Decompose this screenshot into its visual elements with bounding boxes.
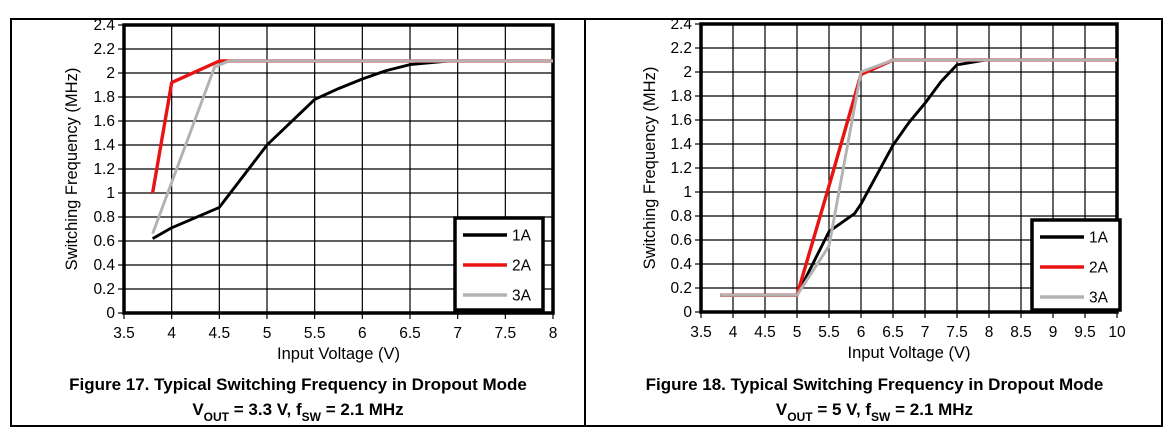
plot-border: [699, 22, 1119, 314]
x-tick-label: 5: [263, 325, 272, 342]
x-tick-label: 6.5: [399, 325, 421, 342]
x-tick-label: 8: [549, 325, 558, 342]
y-axis-label: Switching Frequency (MHz): [63, 68, 81, 271]
figure-frame: 3.5 4 4.5 5 5.5 6 6.5 7 7.5 8 0 0.2 0.4 0.6 0.8 1 1.2 1.4…: [10, 18, 1163, 427]
x-tick-label: 7: [453, 325, 462, 342]
chart-figure-17: 3.5 4 4.5 5 5.5 6 6.5 7 7.5 8 0 0.2 0.4 0.6 0.8 1 1.2 1.4…: [63, 20, 558, 363]
figure-17-conditions: VOUT = 3.3 V, fSW = 2.1 MHz: [192, 400, 404, 425]
y-tick-label: 1.8: [93, 89, 115, 106]
y-tick-label: 0.6: [670, 232, 692, 249]
figure-17-cell: 3.5 4 4.5 5 5.5 6 6.5 7 7.5 8 0 0.2 0.4 0.6 0.8 1 1.2 1.4…: [12, 20, 584, 425]
legend-label-1A: 1A: [512, 228, 532, 245]
figure-18-title: Figure 18. Typical Switching Frequency i…: [645, 375, 1104, 394]
legend-label-3A: 3A: [1089, 290, 1109, 307]
x-tick-label: 6: [358, 325, 367, 342]
y-tick-label: 1.6: [93, 113, 115, 130]
x-tick-label: 3.5: [113, 325, 135, 342]
y-axis-label: Switching Frequency (MHz): [641, 67, 659, 270]
x-tick-label: 4.5: [209, 325, 231, 342]
figure-18-cell: 3.5 4 4.5 5 5.5 6 6.5 7 7.5 8 8.5 9 9.5 10 0 0.2 0.4 0.6 0…: [584, 20, 1163, 425]
series-2A-line: [150, 59, 553, 194]
y-tick-label: 1.6: [670, 112, 692, 129]
x-tick-label: 8.5: [1010, 324, 1032, 341]
x-axis-label: Input Voltage (V): [277, 345, 400, 363]
legend-label-1A: 1A: [1089, 230, 1109, 247]
x-tick-label: 5.5: [304, 325, 326, 342]
x-tick-label: 5: [793, 324, 802, 341]
y-tick-label: 0: [683, 304, 692, 321]
series-1A-line: [151, 59, 553, 240]
figure-17-title: Figure 17. Typical Switching Frequency i…: [69, 375, 527, 394]
y-tick-label: 0.8: [670, 208, 692, 225]
plot-border: [122, 23, 555, 315]
x-tick-label: 10: [1108, 324, 1126, 341]
figure-17-caption: Figure 17. Typical Switching Frequency i…: [12, 372, 584, 428]
y-tick-label: 0.2: [93, 281, 115, 298]
y-tick-label: 0.4: [93, 257, 115, 274]
y-tick-label: 2: [683, 64, 692, 81]
series-3A-line: [151, 59, 553, 235]
figure-18-caption: Figure 18. Typical Switching Frequency i…: [586, 372, 1163, 428]
x-tick-label: 4.5: [754, 324, 776, 341]
x-axis-label: Input Voltage (V): [848, 344, 971, 362]
y-tick-label: 2.2: [670, 40, 692, 57]
figure-18-conditions: VOUT = 5 V, fSW = 2.1 MHz: [775, 400, 974, 425]
x-tick-label: 3.5: [690, 324, 712, 341]
y-tick-label: 1.4: [670, 136, 692, 153]
x-tick-label: 7: [921, 324, 930, 341]
x-tick-label: 4: [167, 325, 176, 342]
x-tick-label: 9.5: [1074, 324, 1096, 341]
y-tick-label: 2: [106, 65, 115, 82]
x-tick-label: 7.5: [495, 325, 517, 342]
legend-label-2A: 2A: [512, 258, 532, 275]
x-tick-label: 7.5: [946, 324, 968, 341]
legend-label-3A: 3A: [512, 288, 532, 305]
legend-label-2A: 2A: [1089, 260, 1109, 277]
y-tick-label: 2.4: [670, 20, 692, 33]
y-tick-label: 0.8: [93, 209, 115, 226]
series-3A-line: [720, 58, 1117, 297]
x-tick-label: 9: [1049, 324, 1058, 341]
y-tick-label: 1.8: [670, 88, 692, 105]
y-tick-label: 1: [106, 185, 115, 202]
x-tick-label: 5.5: [818, 324, 840, 341]
legend-box: [1030, 218, 1122, 312]
y-tick-label: 1.2: [93, 161, 115, 178]
series-1A-line: [720, 58, 1117, 297]
x-tick-label: 6: [857, 324, 866, 341]
chart-figure-18: 3.5 4 4.5 5 5.5 6 6.5 7 7.5 8 8.5 9 9.5 10 0 0.2 0.4 0.6 0…: [641, 20, 1126, 362]
y-tick-label: 0.6: [93, 233, 115, 250]
x-tick-label: 6.5: [882, 324, 904, 341]
y-tick-label: 0: [106, 305, 115, 322]
y-tick-label: 0.4: [670, 256, 692, 273]
y-tick-label: 1.2: [670, 160, 692, 177]
y-tick-label: 1.4: [93, 137, 115, 154]
y-tick-label: 2.4: [93, 20, 115, 34]
x-tick-label: 8: [985, 324, 994, 341]
x-tick-label: 4: [729, 324, 738, 341]
y-tick-label: 0.2: [670, 280, 692, 297]
y-tick-label: 2.2: [93, 41, 115, 58]
y-tick-label: 1: [683, 184, 692, 201]
